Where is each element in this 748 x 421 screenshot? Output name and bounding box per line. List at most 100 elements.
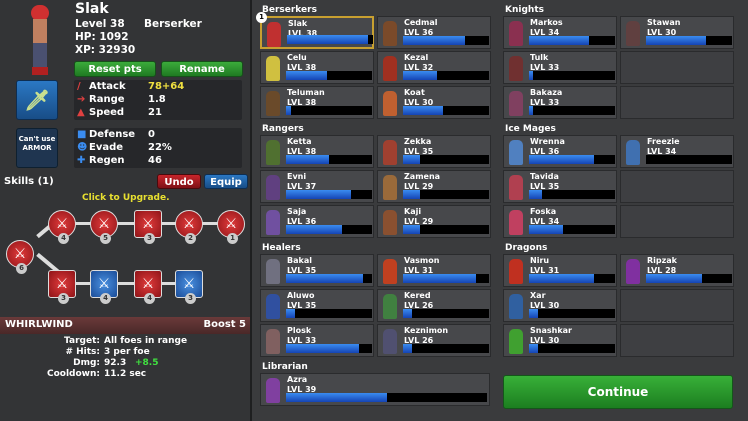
xp-bar-fill [646, 274, 702, 283]
hero-card[interactable]: Kered LVL 26 [377, 289, 491, 322]
hero-card[interactable]: Keznimon LVL 26 [377, 324, 491, 357]
skill-node[interactable]: ⚔ 6 [6, 240, 34, 274]
hero-card[interactable]: Zekka LVL 35 [377, 135, 491, 168]
xp-bar [287, 35, 373, 44]
xp-bar-fill [403, 190, 421, 199]
empty-slot[interactable] [620, 170, 734, 203]
skill-icon: ⚔ [141, 276, 155, 292]
xp-bar-fill [286, 71, 328, 80]
stat-label: Evade [89, 142, 124, 153]
skill-node[interactable]: ⚔ 3 [48, 270, 76, 304]
hero-card[interactable]: Aluwo LVL 35 [260, 289, 374, 322]
skill-level-badge: 4 [58, 233, 69, 244]
hero-card-name: Plosk [287, 326, 312, 335]
reset-points-button[interactable]: Reset pts [74, 61, 156, 77]
hero-card[interactable]: Tulk LVL 33 [503, 51, 617, 84]
hero-class: Berserker [144, 18, 202, 30]
hero-card-level: LVL 36 [287, 217, 317, 226]
hero-portrait [509, 294, 523, 319]
skill-name: WHIRLWIND [5, 319, 73, 330]
xp-bar-fill [529, 36, 590, 45]
xp-bar [286, 155, 372, 164]
weapon-slot[interactable]: 🗡 [16, 80, 58, 120]
hero-card[interactable]: Cedmal LVL 36 [377, 16, 491, 49]
hero-card-level: LVL 35 [287, 266, 317, 275]
empty-slot[interactable] [620, 324, 734, 357]
hero-card[interactable]: Ripzak LVL 28 [620, 254, 734, 287]
equip-button[interactable]: Equip [204, 174, 248, 189]
xp-bar [529, 155, 615, 164]
skill-node[interactable]: ⚔ 4 [48, 210, 76, 244]
hero-card[interactable]: Stawan LVL 30 [620, 16, 734, 49]
hero-card[interactable]: Tavida LVL 35 [503, 170, 617, 203]
hero-card[interactable]: Bakal LVL 35 [260, 254, 374, 287]
hero-card[interactable]: Wrenna LVL 36 [503, 135, 617, 168]
skill-level-badge: 3 [185, 293, 196, 304]
xp-bar-fill [529, 106, 534, 115]
xp-bar-fill [529, 225, 564, 234]
hero-card-level: LVL 30 [404, 98, 434, 107]
hero-card[interactable]: Snashkar LVL 30 [503, 324, 617, 357]
hero-card[interactable]: Ketta LVL 38 [260, 135, 374, 168]
hero-card[interactable]: Plosk LVL 33 [260, 324, 374, 357]
hero-card[interactable]: Koat LVL 30 [377, 86, 491, 119]
hero-card-name: Zekka [404, 137, 432, 146]
hero-card-name: Aluwo [287, 291, 315, 300]
hero-portrait [383, 21, 397, 46]
hero-card[interactable]: Celu LVL 38 [260, 51, 374, 84]
skill-icon: ⚔ [55, 216, 69, 232]
hero-card-name: Snashkar [530, 326, 572, 335]
rename-button[interactable]: Rename [161, 61, 243, 77]
xp-bar [529, 225, 615, 234]
hero-card[interactable]: Foska LVL 34 [503, 205, 617, 238]
hero-card-name: Freezie [647, 137, 680, 146]
skill-node[interactable]: ⚔ 1 [217, 210, 245, 244]
hero-card[interactable]: Kezal LVL 32 [377, 51, 491, 84]
stat-value: 21 [148, 107, 162, 118]
skill-node[interactable]: ⚔ 2 [175, 210, 203, 244]
hero-card-level: LVL 36 [530, 147, 560, 156]
hero-name[interactable]: Slak [75, 1, 109, 17]
hero-card[interactable]: Kaji LVL 29 [377, 205, 491, 238]
empty-slot[interactable] [620, 205, 734, 238]
hero-card[interactable]: Evni LVL 37 [260, 170, 374, 203]
hero-card[interactable]: Bakaza LVL 33 [503, 86, 617, 119]
sword-icon: / [77, 81, 81, 92]
continue-button[interactable]: Continue [503, 375, 733, 409]
xp-bar-fill [403, 71, 438, 80]
hero-card[interactable]: Slak LVL 38 1 [256, 12, 374, 49]
skill-node[interactable]: ⚔ 3 [175, 270, 203, 304]
hero-card-level: LVL 39 [287, 385, 317, 394]
hero-card[interactable]: Markos LVL 34 [503, 16, 617, 49]
hero-card[interactable]: Freezie LVL 34 [620, 135, 734, 168]
hero-card-level: LVL 29 [404, 182, 434, 191]
armor-slot[interactable]: Can't use ARMOR [16, 128, 58, 168]
skill-node[interactable]: ⚔ 3 [134, 210, 162, 244]
group-title: Dragons [505, 243, 548, 253]
empty-slot[interactable] [620, 51, 734, 84]
hero-level: Level 38 [75, 18, 125, 30]
hero-card[interactable]: Saja LVL 36 [260, 205, 374, 238]
hero-portrait [266, 210, 280, 235]
hero-card[interactable]: Teluman LVL 38 [260, 86, 374, 119]
hero-portrait [25, 5, 55, 75]
xp-bar [286, 71, 372, 80]
hero-card-name: Zamena [404, 172, 441, 181]
skill-node[interactable]: ⚔ 4 [134, 270, 162, 304]
hero-card-level: LVL 33 [530, 63, 560, 72]
group-title: Librarian [262, 362, 308, 372]
skill-node[interactable]: ⚔ 4 [90, 270, 118, 304]
range-icon: ➔ [77, 94, 86, 105]
hero-portrait [509, 21, 523, 46]
hero-card[interactable]: Xar LVL 30 [503, 289, 617, 322]
hero-card[interactable]: Niru LVL 31 [503, 254, 617, 287]
hero-card[interactable]: Zamena LVL 29 [377, 170, 491, 203]
hero-card-level: LVL 37 [287, 182, 317, 191]
hero-card[interactable]: Vasmon LVL 31 [377, 254, 491, 287]
undo-button[interactable]: Undo [157, 174, 201, 189]
skill-node[interactable]: ⚔ 5 [90, 210, 118, 244]
empty-slot[interactable] [620, 86, 734, 119]
hero-card[interactable]: Azra LVL 39 [260, 373, 490, 406]
hero-card-level: LVL 38 [287, 147, 317, 156]
empty-slot[interactable] [620, 289, 734, 322]
